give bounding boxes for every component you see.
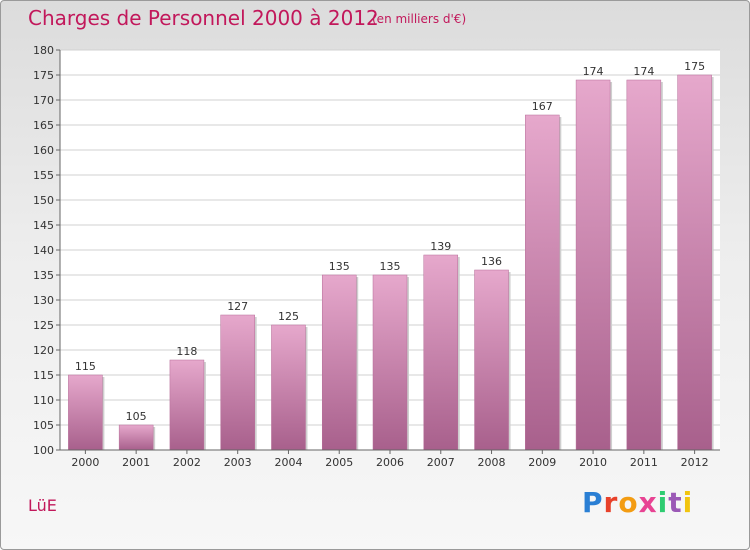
x-tick-label: 2009 (528, 456, 556, 469)
x-tick-label: 2001 (122, 456, 150, 469)
y-tick-label: 155 (33, 169, 54, 182)
bar-value-label: 167 (532, 100, 553, 113)
x-tick-label: 2006 (376, 456, 404, 469)
bar-value-label: 127 (227, 300, 248, 313)
y-tick-label: 140 (33, 244, 54, 257)
proxiti-logo: Proxiti (582, 486, 693, 519)
y-tick-label: 110 (33, 394, 54, 407)
bar-value-label: 125 (278, 310, 299, 323)
bar-value-label: 174 (633, 65, 654, 78)
proxiti-logo-text: Proxiti (582, 486, 694, 519)
x-tick-label: 2010 (579, 456, 607, 469)
y-tick-label: 180 (33, 44, 54, 57)
bar-value-label: 115 (75, 360, 96, 373)
bar (575, 79, 611, 451)
x-tick-label: 2011 (630, 456, 658, 469)
x-tick-label: 2002 (173, 456, 201, 469)
bar (372, 274, 408, 451)
x-tick-label: 2007 (427, 456, 455, 469)
bar-value-label: 135 (380, 260, 401, 273)
x-tick-label: 2003 (224, 456, 252, 469)
y-tick-label: 105 (33, 419, 54, 432)
bar-value-label: 105 (126, 410, 147, 423)
bar (677, 74, 712, 451)
bar (423, 254, 459, 451)
y-tick-label: 160 (33, 144, 54, 157)
bar (474, 269, 509, 451)
bar-value-label: 135 (329, 260, 350, 273)
chart-title: Charges de Personnel 2000 à 2012 (28, 6, 379, 30)
y-tick-label: 135 (33, 269, 54, 282)
x-tick-label: 2008 (478, 456, 506, 469)
chart-subtitle: (en milliers d'€) (372, 12, 467, 26)
y-tick-label: 145 (33, 219, 54, 232)
y-tick-label: 115 (33, 369, 54, 382)
y-tick-label: 175 (33, 69, 54, 82)
bar-value-label: 136 (481, 255, 502, 268)
bar-value-label: 175 (684, 60, 705, 73)
commune-name: LüE (28, 496, 57, 515)
x-tick-label: 2012 (681, 456, 709, 469)
y-tick-label: 100 (33, 444, 54, 457)
bar-value-label: 139 (430, 240, 451, 253)
bar (321, 274, 357, 451)
bar-value-label: 174 (583, 65, 604, 78)
y-tick-label: 170 (33, 94, 54, 107)
bar (118, 424, 154, 451)
bar (525, 114, 560, 451)
bar-value-label: 118 (176, 345, 197, 358)
bar (68, 374, 103, 451)
bar (626, 79, 662, 451)
y-tick-label: 165 (33, 119, 54, 132)
y-tick-label: 150 (33, 194, 54, 207)
x-tick-label: 2005 (325, 456, 353, 469)
y-tick-label: 125 (33, 319, 54, 332)
bar (169, 359, 205, 451)
x-tick-label: 2000 (71, 456, 99, 469)
x-tick-label: 2004 (274, 456, 302, 469)
bar (220, 314, 255, 451)
y-tick-label: 120 (33, 344, 54, 357)
y-tick-label: 130 (33, 294, 54, 307)
bar (271, 324, 306, 451)
